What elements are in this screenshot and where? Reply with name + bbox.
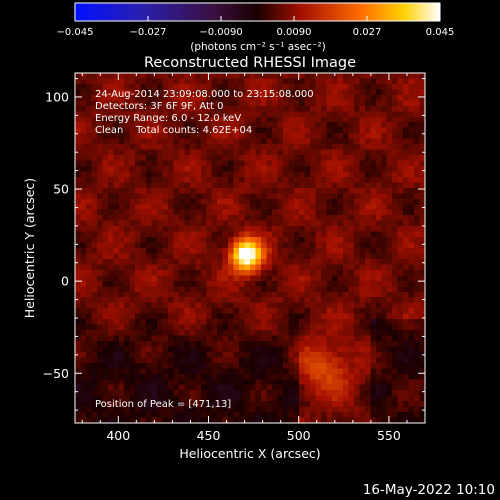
timestamp: 16-May-2022 10:10 bbox=[363, 482, 495, 498]
colorbar-tick-label: −0.027 bbox=[129, 27, 166, 38]
colorbar-tick-label: 0.0090 bbox=[277, 27, 312, 38]
y-tick-label: 100 bbox=[45, 89, 69, 104]
x-tick-label: 450 bbox=[197, 428, 221, 443]
colorbar bbox=[74, 2, 441, 22]
annotation-clean-counts: Clean Total counts: 4.62E+04 bbox=[95, 125, 252, 136]
y-tick-label: 0 bbox=[61, 274, 69, 289]
colorbar-tick-label: 0.027 bbox=[353, 27, 382, 38]
colorbar-tick-label: −0.0090 bbox=[199, 27, 242, 38]
x-tick-label: 500 bbox=[287, 428, 311, 443]
annotation-block: 24-Aug-2014 23:09:08.000 to 23:15:08.000… bbox=[95, 89, 314, 136]
chart-title: Reconstructed RHESSI Image bbox=[144, 55, 356, 71]
y-axis-label: Heliocentric Y (arcsec) bbox=[22, 178, 37, 318]
plot-frame bbox=[74, 72, 426, 424]
peak-position-label: Position of Peak = [471,13] bbox=[95, 399, 231, 410]
x-axis-label: Heliocentric X (arcsec) bbox=[179, 446, 320, 461]
heatmap-image bbox=[75, 73, 425, 423]
colorbar-units: (photons cm⁻² s⁻¹ asec⁻²) bbox=[190, 41, 325, 53]
annotation-detectors: Detectors: 3F 6F 9F, Att 0 bbox=[95, 101, 223, 112]
y-tick-label: −50 bbox=[43, 366, 69, 381]
colorbar-ticks: −0.045 −0.027 −0.0090 0.0090 0.027 0.045 bbox=[56, 16, 454, 38]
annotation-time-range: 24-Aug-2014 23:09:08.000 to 23:15:08.000 bbox=[95, 89, 314, 100]
colorbar-tick-label: 0.045 bbox=[426, 27, 455, 38]
x-tick-label: 400 bbox=[106, 428, 130, 443]
y-tick-label: 50 bbox=[53, 182, 69, 197]
annotation-energy: Energy Range: 6.0 - 12.0 keV bbox=[95, 113, 241, 124]
x-tick-label: 550 bbox=[377, 428, 401, 443]
colorbar-tick-label: −0.045 bbox=[56, 27, 93, 38]
